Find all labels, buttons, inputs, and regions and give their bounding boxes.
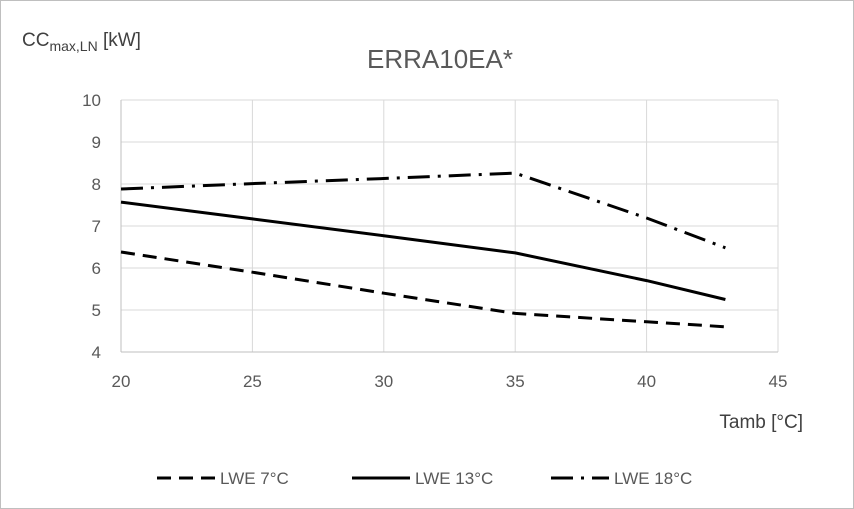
series-line: [120, 250, 726, 329]
x-tick-labels: 20 25 30 35 40 45: [112, 372, 788, 391]
gridlines: [120, 99, 779, 353]
x-axis-label: Tamb [°C]: [719, 412, 803, 433]
legend: LWE 7°C LWE 13°C LWE 18°C: [157, 469, 692, 488]
y-tick-label: 4: [92, 343, 101, 362]
y-tick-label: 7: [92, 217, 101, 236]
legend-entry-label: LWE 18°C: [614, 469, 692, 488]
y-tick-label: 8: [92, 175, 101, 194]
y-axis-label: CCmax,LN [kW]: [22, 30, 141, 54]
x-tick-label: 40: [637, 372, 656, 391]
legend-entry-label: LWE 7°C: [220, 469, 289, 488]
series-lines: [120, 171, 726, 329]
series-line: [120, 200, 726, 301]
y-tick-label: 6: [92, 259, 101, 278]
x-tick-label: 25: [243, 372, 262, 391]
y-axis-label-unit: [kW]: [98, 30, 141, 51]
y-tick-labels: 4 5 6 7 8 9 10: [82, 91, 101, 362]
legend-entry-label: LWE 13°C: [415, 469, 493, 488]
y-axis-label-main: CC: [22, 30, 49, 51]
x-tick-label: 20: [112, 372, 131, 391]
chart-title: ERRA10EA*: [367, 44, 513, 74]
x-tick-label: 35: [506, 372, 525, 391]
x-tick-label: 30: [374, 372, 393, 391]
series-line: [120, 171, 726, 250]
y-tick-label: 9: [92, 133, 101, 152]
x-tick-label: 45: [769, 372, 788, 391]
y-tick-label: 10: [82, 91, 101, 110]
y-axis-label-subscript: max,LN: [49, 38, 97, 54]
y-tick-label: 5: [92, 301, 101, 320]
